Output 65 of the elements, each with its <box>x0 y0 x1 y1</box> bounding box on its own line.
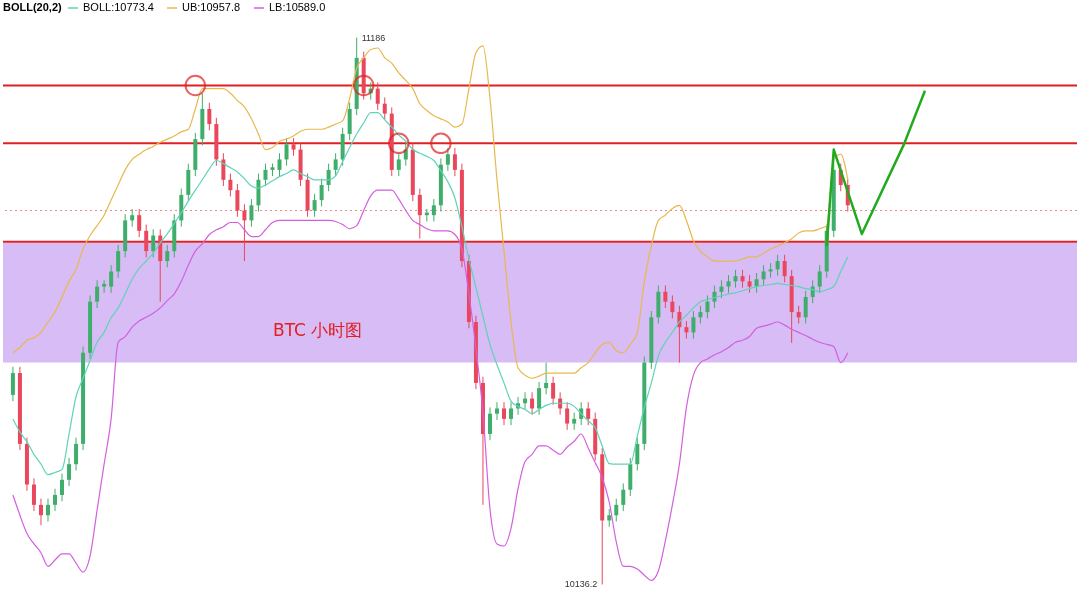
candlestick <box>151 228 156 258</box>
candlestick <box>803 290 808 325</box>
candlestick <box>207 102 212 131</box>
candlestick <box>74 437 79 471</box>
candlestick <box>551 376 556 406</box>
candlestick <box>102 279 107 294</box>
candlestick <box>95 279 100 309</box>
candlestick <box>109 264 114 294</box>
candlestick <box>621 482 626 512</box>
candlestick <box>144 224 149 258</box>
candlestick <box>544 362 549 395</box>
candlestick <box>116 244 121 279</box>
legend-label: UB:10957.8 <box>182 1 241 13</box>
candlestick <box>60 473 65 502</box>
candlestick <box>312 193 317 218</box>
candlestick <box>31 477 36 512</box>
candlestick <box>165 244 170 268</box>
candlestick <box>326 163 331 192</box>
candlestick <box>502 401 507 426</box>
candlestick <box>691 310 696 340</box>
candlestick <box>494 401 499 421</box>
candlestick <box>221 152 226 187</box>
candlestick <box>537 381 542 416</box>
candlestick <box>487 406 492 441</box>
candlestick <box>53 488 58 512</box>
candlestick <box>277 152 282 177</box>
candlestick <box>775 254 780 277</box>
candlestick <box>431 198 436 222</box>
candlestick <box>10 366 15 402</box>
legend-label: BOLL:10773.4 <box>83 1 154 13</box>
candlestick <box>663 285 668 309</box>
candlestick <box>705 294 710 319</box>
candlestick <box>228 173 233 197</box>
candlestick <box>235 183 240 218</box>
annotation: 11186 <box>361 32 386 43</box>
annotation: BTC 小时图 <box>273 320 363 340</box>
candlestick <box>45 498 50 523</box>
candlestick <box>817 264 822 294</box>
candlestick <box>782 254 787 283</box>
candlestick <box>635 437 640 471</box>
candlestick <box>333 152 338 177</box>
candlestick <box>530 391 535 416</box>
candlestick <box>137 208 142 238</box>
candlestick <box>445 147 450 172</box>
legend-title: BOLL(20,2) <box>3 1 63 13</box>
candlestick <box>375 81 380 111</box>
candlestick <box>38 498 43 526</box>
legend-label: LB:10589.0 <box>269 1 326 13</box>
candlestick <box>284 137 289 167</box>
candlestick <box>382 96 387 121</box>
candlestick <box>242 203 247 262</box>
candlestick <box>417 188 422 240</box>
candlestick <box>586 401 591 426</box>
candlestick <box>761 264 766 287</box>
candlestick <box>67 457 72 487</box>
candlestick <box>249 198 254 228</box>
candlestick <box>509 401 514 426</box>
candlestick <box>565 401 570 431</box>
annotation: 10136.2 <box>564 579 598 590</box>
candlestick <box>319 178 324 207</box>
candlestick <box>396 152 401 177</box>
candlestick <box>452 147 457 177</box>
candlestick <box>614 498 619 523</box>
candlestick <box>670 294 675 319</box>
candlestick <box>754 272 759 294</box>
